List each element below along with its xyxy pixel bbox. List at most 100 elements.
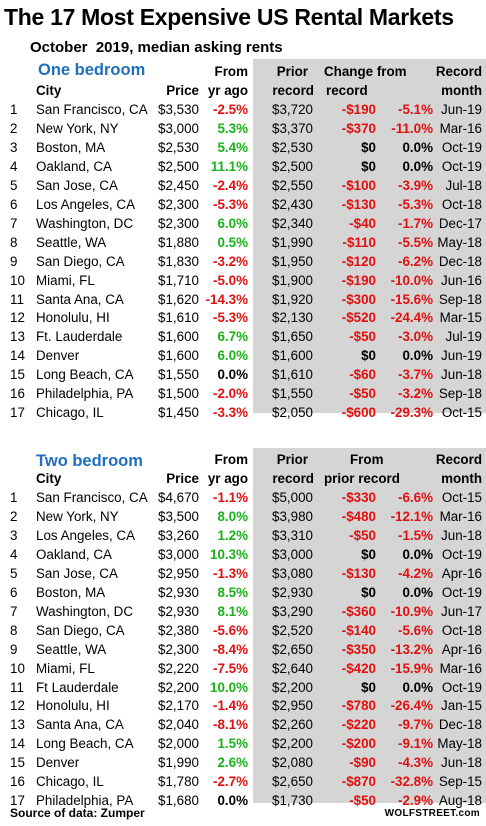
price-cell: $2,930: [158, 584, 199, 600]
record-month-cell: Mar-15: [439, 310, 482, 326]
price-cell: $1,880: [158, 234, 199, 250]
yr-change-cell: 0.0%: [217, 793, 248, 809]
change-dollar-cell: -$190: [341, 272, 376, 288]
yr-change-cell: -5.3%: [213, 196, 248, 212]
record-month-cell: Apr-16: [441, 565, 482, 581]
yr-change-cell: 8.1%: [217, 603, 248, 619]
change-percent-cell: 0.0%: [402, 546, 433, 562]
prior-record-cell: $1,610: [272, 367, 313, 383]
change-percent-cell: -6.2%: [398, 253, 433, 269]
rank-cell: 15: [10, 755, 25, 771]
city-cell: Oakland, CA: [36, 546, 112, 562]
header-from: From: [214, 452, 248, 467]
price-cell: $3,530: [158, 102, 199, 117]
price-cell: $2,300: [158, 215, 199, 231]
table-row: 16 Philadelphia, PA $1,500 -2.0% $1,550 -$50 -…: [0, 384, 486, 403]
record-month-cell: Oct-15: [441, 490, 482, 505]
change-percent-cell: -13.2%: [390, 641, 433, 657]
price-cell: $1,680: [158, 793, 199, 809]
record-month-cell: Oct-18: [441, 622, 482, 638]
rank-cell: 5: [10, 565, 18, 581]
change-percent-cell: -3.2%: [398, 386, 433, 402]
rank-cell: 9: [10, 641, 18, 657]
table-row: 13 Santa Ana, CA $2,040 -8.1% $2,260 -$220 -9.…: [0, 715, 486, 734]
prior-record-cell: $1,900: [272, 272, 313, 288]
prior-record-cell: $5,000: [272, 490, 313, 505]
rank-cell: 12: [10, 698, 25, 714]
change-percent-cell: -3.9%: [398, 177, 433, 193]
rank-cell: 14: [10, 736, 25, 752]
price-cell: $3,260: [158, 527, 199, 543]
city-cell: San Diego, CA: [36, 253, 125, 269]
rank-cell: 17: [10, 793, 25, 809]
change-percent-cell: -4.2%: [398, 565, 433, 581]
change-dollar-cell: -$870: [341, 774, 376, 790]
prior-record-cell: $3,980: [272, 508, 313, 524]
city-cell: Chicago, IL: [36, 405, 104, 421]
change-percent-cell: -5.1%: [398, 102, 433, 117]
yr-change-cell: 0.5%: [217, 234, 248, 250]
price-cell: $3,500: [158, 508, 199, 524]
record-month-cell: Sep-18: [438, 386, 482, 402]
rank-cell: 5: [10, 177, 18, 193]
rank-cell: 4: [10, 546, 18, 562]
header-change-from: Change from: [324, 64, 407, 79]
prior-record-cell: $1,650: [272, 329, 313, 345]
city-cell: Denver: [36, 348, 80, 364]
change-dollar-cell: $0: [361, 348, 376, 364]
table-row: 15 Long Beach, CA $1,550 0.0% $1,610 -$60 -3.7…: [0, 365, 486, 384]
source-note: Source of data: Zumper: [10, 806, 145, 820]
table-row: 10 Miami, FL $2,220 -7.5% $2,640 -$420 -15.9% M…: [0, 659, 486, 678]
city-cell: San Francisco, CA: [36, 490, 148, 505]
table-row: 6 Los Angeles, CA $2,300 -5.3% $2,430 -$130 -5…: [0, 195, 486, 214]
yr-change-cell: 8.5%: [217, 584, 248, 600]
rank-cell: 1: [10, 102, 18, 117]
table-row: 2 New York, NY $3,500 8.0% $3,980 -$480 -12.1%…: [0, 507, 486, 526]
rank-cell: 9: [10, 253, 18, 269]
change-dollar-cell: -$50: [349, 386, 376, 402]
prior-record-cell: $2,130: [272, 310, 313, 326]
city-cell: San Diego, CA: [36, 622, 125, 638]
prior-record-cell: $3,290: [272, 603, 313, 619]
table-row: 14 Denver $1,600 6.0% $1,600 $0 0.0% Jun-19: [0, 346, 486, 365]
record-month-cell: Sep-15: [438, 774, 482, 790]
table-row: 8 San Diego, CA $2,380 -5.6% $2,520 -$140 -5.6…: [0, 621, 486, 640]
city-cell: Honolulu, HI: [36, 698, 110, 714]
section-heading-two-bedroom: Two bedroom: [36, 452, 143, 470]
price-cell: $1,710: [158, 272, 199, 288]
city-cell: Ft Lauderdale: [36, 679, 119, 695]
prior-record-cell: $2,260: [272, 717, 313, 733]
change-dollar-cell: $0: [361, 158, 376, 174]
change-dollar-cell: -$360: [341, 603, 376, 619]
change-dollar-cell: -$780: [341, 698, 376, 714]
record-month-cell: Apr-16: [441, 641, 482, 657]
city-cell: Ft. Lauderdale: [36, 329, 123, 345]
change-percent-cell: -6.6%: [398, 490, 433, 505]
change-dollar-cell: -$90: [349, 755, 376, 771]
record-month-cell: Oct-19: [441, 546, 482, 562]
record-month-cell: Jun-17: [441, 603, 482, 619]
prior-record-cell: $2,930: [272, 584, 313, 600]
table-row: 6 Boston, MA $2,930 8.5% $2,930 $0 0.0% Oct-19: [0, 583, 486, 602]
prior-record-cell: $1,920: [272, 291, 313, 307]
record-month-cell: Sep-18: [438, 291, 482, 307]
rank-cell: 13: [10, 329, 25, 345]
record-month-cell: Jul-18: [445, 177, 482, 193]
yr-change-cell: 6.7%: [217, 329, 248, 345]
prior-record-cell: $2,530: [272, 139, 313, 155]
change-dollar-cell: -$520: [341, 310, 376, 326]
change-dollar-cell: -$50: [349, 793, 376, 809]
change-dollar-cell: -$60: [349, 367, 376, 383]
record-month-cell: Jun-18: [441, 527, 482, 543]
table-row: 5 San Jose, CA $2,450 -2.4% $2,550 -$100 -3.9%…: [0, 176, 486, 195]
page-subtitle: October 2019, median asking rents: [30, 39, 283, 56]
rank-cell: 2: [10, 120, 18, 136]
rank-cell: 15: [10, 367, 25, 383]
prior-record-cell: $2,650: [272, 774, 313, 790]
rank-cell: 12: [10, 310, 25, 326]
change-dollar-cell: -$350: [341, 641, 376, 657]
table-row: 12 Honolulu, HI $2,170 -1.4% $2,950 -$780 -26.…: [0, 696, 486, 715]
yr-change-cell: 10.3%: [210, 546, 248, 562]
record-month-cell: Oct-19: [441, 679, 482, 695]
record-month-cell: Mar-16: [439, 508, 482, 524]
